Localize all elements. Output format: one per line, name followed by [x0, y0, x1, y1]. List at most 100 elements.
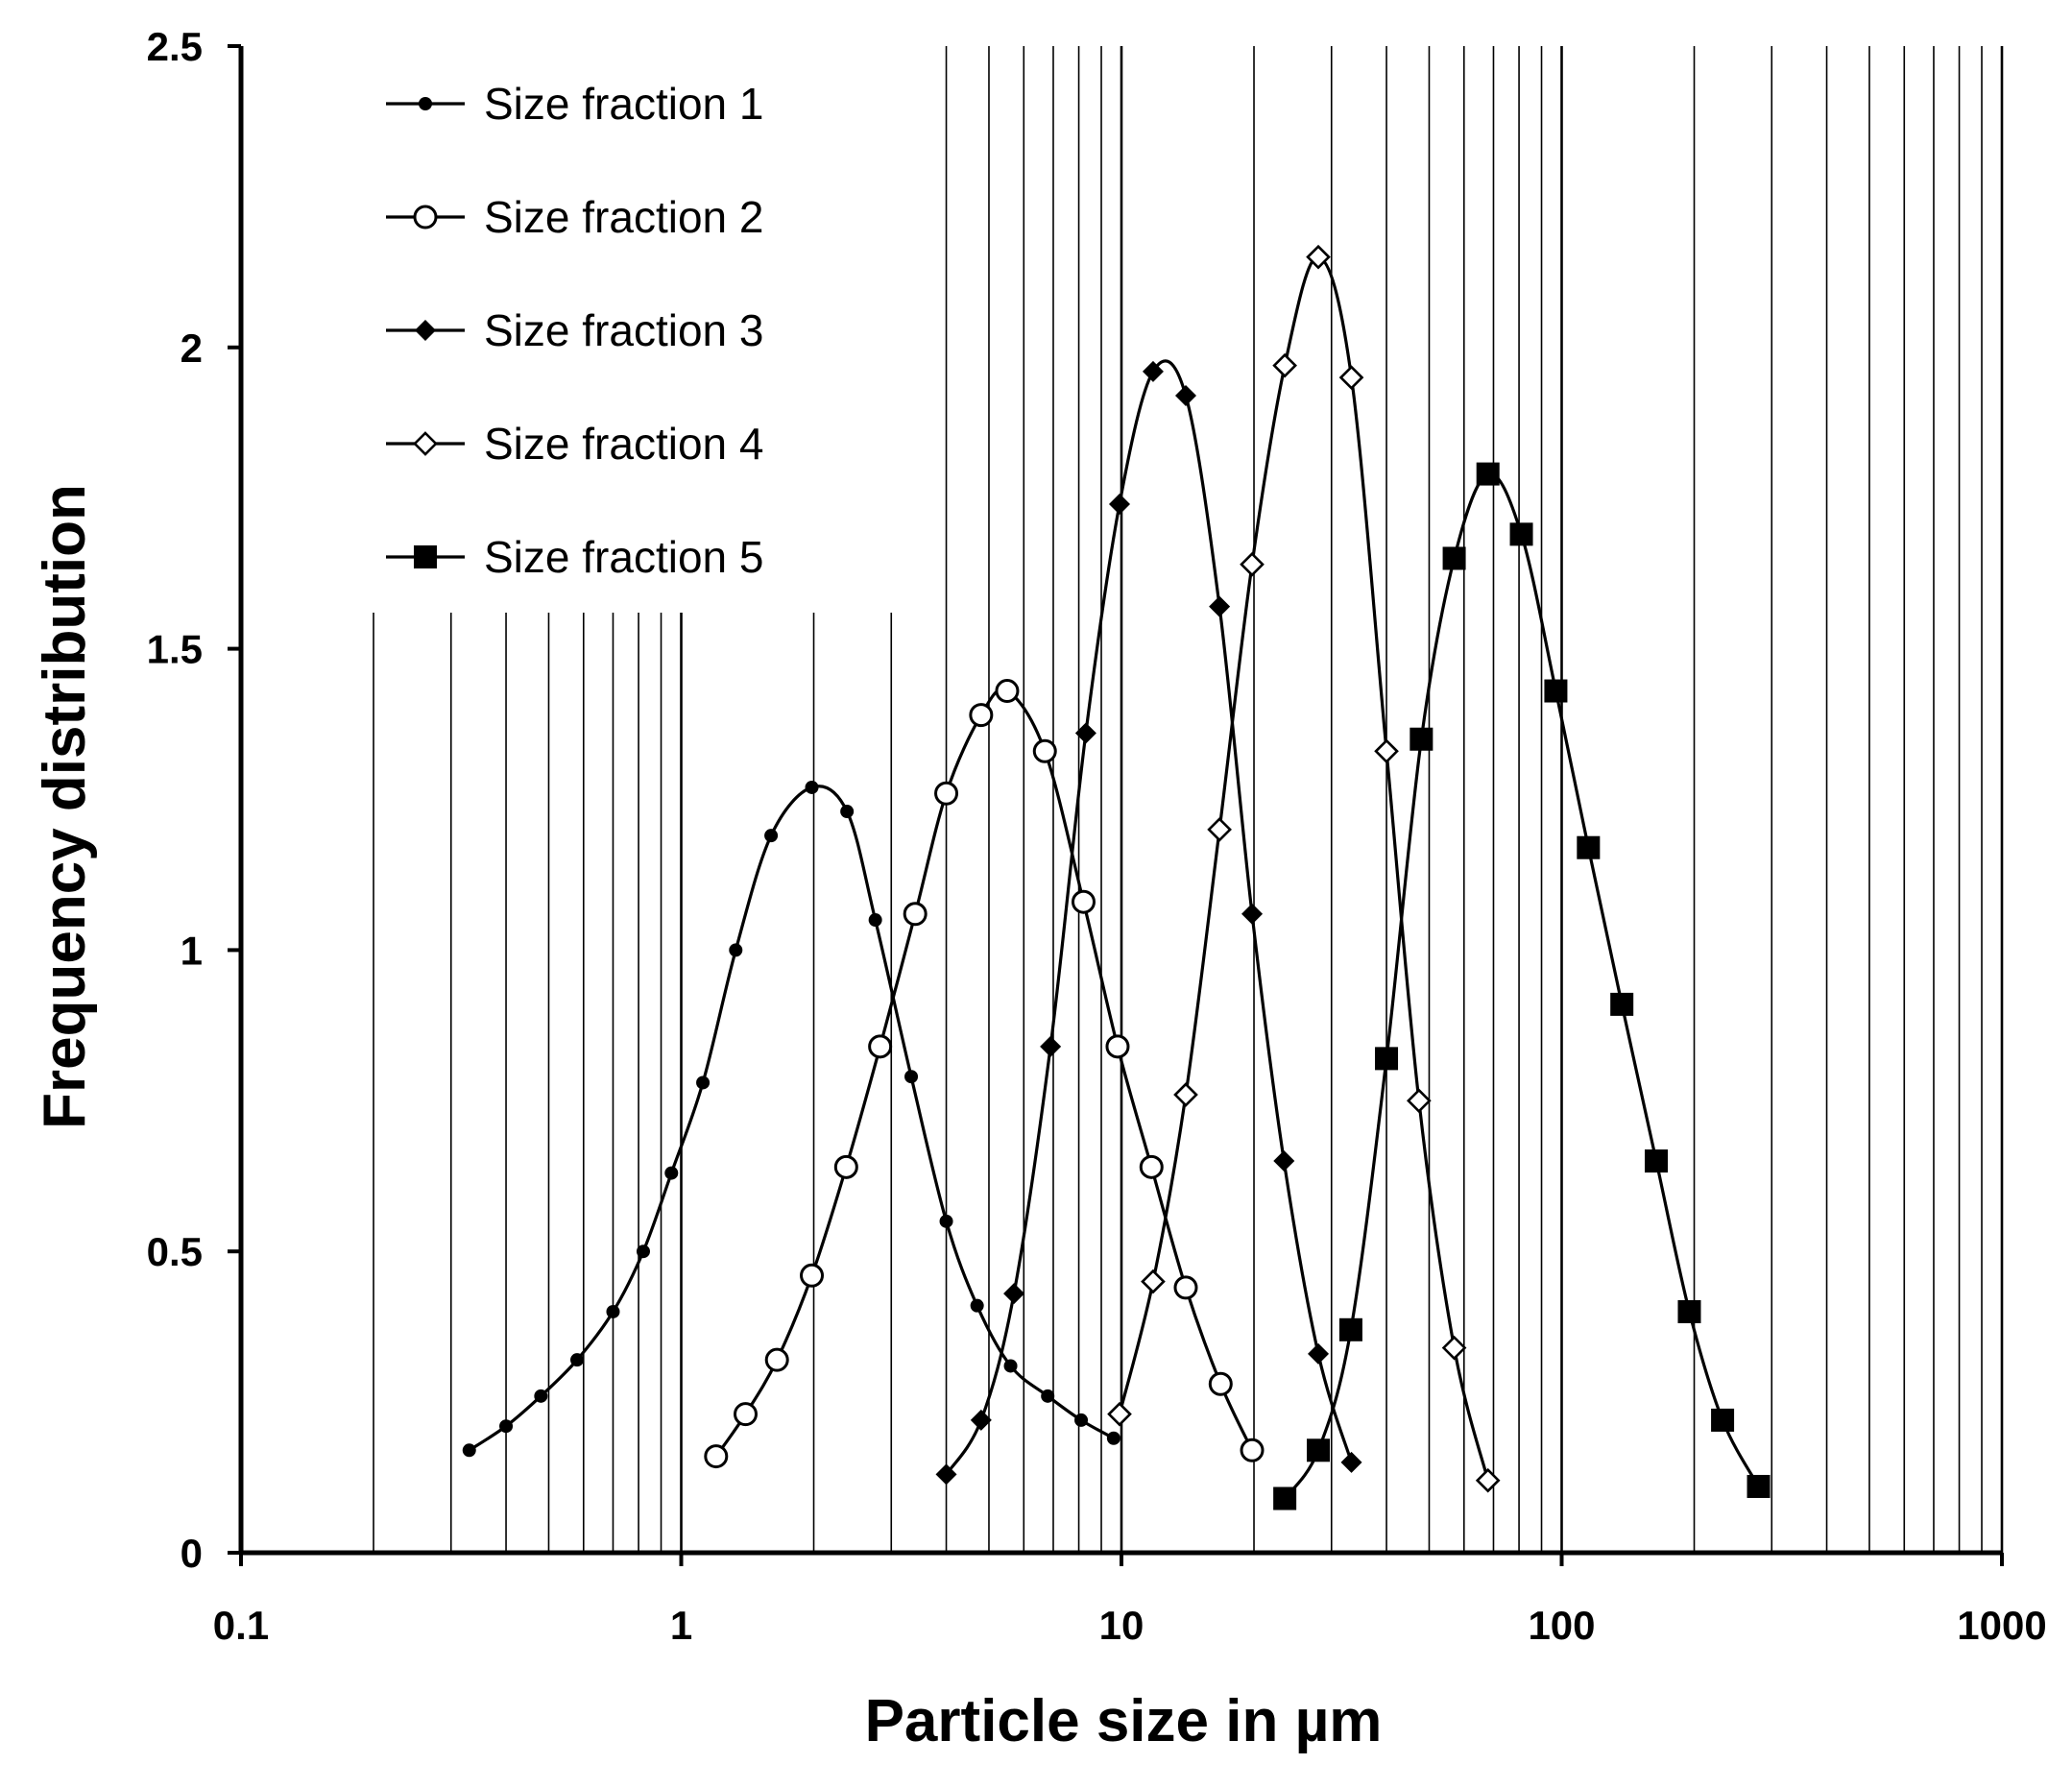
data-point-series-3 [1340, 1451, 1362, 1473]
legend-label-2: Size fraction 2 [484, 192, 763, 242]
data-point-series-5 [1577, 835, 1601, 859]
data-point-series-5 [1645, 1149, 1669, 1173]
axes: 0 0.5 1 1.5 2 2.5 0.1 1 10 100 1000 [147, 24, 2047, 1648]
y-tick-label: 0 [181, 1531, 203, 1576]
data-point-series-1 [1074, 1413, 1089, 1427]
legend-label-4: Size fraction 4 [484, 419, 763, 469]
x-tick-label: 10 [1099, 1603, 1144, 1648]
data-point-series-1 [764, 829, 779, 843]
data-point-series-4 [1141, 1269, 1166, 1294]
data-point-series-1 [1003, 1359, 1018, 1373]
data-point-series-4 [1207, 817, 1232, 842]
data-point-series-2 [1032, 738, 1057, 763]
data-point-series-5 [1476, 462, 1500, 486]
data-point-series-1 [664, 1166, 679, 1180]
x-tick-label: 1 [670, 1603, 692, 1648]
data-point-series-4 [1475, 1467, 1501, 1493]
y-tick-label: 1.5 [147, 627, 203, 672]
data-point-series-4 [1272, 352, 1297, 378]
data-point-series-1 [1106, 1431, 1120, 1445]
data-point-series-3 [1003, 1283, 1025, 1305]
y-axis-title: Frequency distribution [32, 484, 98, 1129]
series-line-2 [714, 688, 1254, 1458]
y-tick-label: 2 [181, 326, 203, 371]
data-point-series-5 [1409, 727, 1434, 751]
data-point-series-4 [1173, 1082, 1198, 1107]
data-point-series-2 [969, 703, 994, 728]
legend-label-3: Size fraction 3 [484, 305, 763, 355]
data-point-series-2 [800, 1263, 825, 1288]
data-point-series-1 [904, 1070, 919, 1084]
data-point-series-1 [970, 1298, 984, 1313]
x-tick-label: 0.1 [213, 1603, 269, 1648]
data-point-series-5 [1610, 992, 1634, 1016]
data-point-series-2 [764, 1347, 789, 1372]
data-point-series-4 [1338, 365, 1364, 391]
legend-marker-3 [415, 320, 436, 341]
data-point-series-4 [1407, 1088, 1432, 1114]
data-point-series-3 [1241, 903, 1264, 925]
data-point-series-4 [1240, 551, 1265, 577]
data-point-series-2 [995, 679, 1020, 704]
legend-label-1: Size fraction 1 [484, 79, 763, 129]
data-point-series-2 [1071, 889, 1096, 914]
data-point-series-5 [1747, 1474, 1771, 1498]
series-line-5 [1283, 471, 1760, 1500]
data-point-series-1 [570, 1353, 585, 1367]
legend-marker-2 [413, 205, 438, 230]
data-point-series-3 [935, 1463, 957, 1486]
data-point-series-2 [934, 781, 959, 806]
data-point-series-3 [1209, 595, 1231, 617]
data-point-series-3 [970, 1409, 992, 1431]
legend-marker-1 [419, 97, 432, 110]
data-point-series-1 [939, 1214, 953, 1228]
data-point-series-1 [805, 780, 819, 794]
data-point-series-3 [1040, 1035, 1062, 1057]
data-point-series-5 [1509, 522, 1533, 546]
data-point-series-4 [1374, 738, 1399, 764]
series-line-4 [1118, 255, 1490, 1482]
data-point-series-3 [1174, 385, 1196, 407]
data-point-series-2 [1240, 1438, 1265, 1462]
legend: Size fraction 1 Size fraction 2 Size fract… [386, 79, 763, 582]
data-point-series-5 [1273, 1486, 1297, 1510]
data-point-series-1 [636, 1244, 650, 1259]
data-point-series-1 [606, 1304, 620, 1318]
data-point-series-5 [1711, 1408, 1735, 1432]
legend-label-5: Size fraction 5 [484, 532, 763, 582]
data-point-series-1 [499, 1419, 514, 1434]
series-markers [462, 244, 1771, 1510]
data-point-series-2 [733, 1402, 758, 1427]
gridlines [373, 46, 2004, 1553]
data-point-series-5 [1307, 1438, 1331, 1462]
data-point-series-1 [534, 1389, 548, 1403]
data-point-series-5 [1544, 679, 1568, 703]
data-point-series-2 [903, 902, 928, 927]
data-point-series-4 [1107, 1401, 1132, 1427]
data-point-series-2 [868, 1034, 893, 1059]
data-point-series-2 [1173, 1275, 1198, 1300]
data-point-series-1 [840, 805, 855, 819]
data-point-series-5 [1677, 1299, 1701, 1323]
data-point-series-3 [1273, 1150, 1295, 1172]
data-point-series-2 [704, 1444, 729, 1469]
x-tick-label: 1000 [1957, 1603, 2046, 1648]
data-point-series-4 [1441, 1335, 1467, 1361]
data-point-series-2 [1208, 1371, 1233, 1396]
legend-marker-4 [413, 431, 438, 456]
data-point-series-4 [1306, 244, 1331, 270]
x-axis-title: Particle size in µm [865, 1688, 1383, 1754]
data-point-series-3 [1074, 722, 1096, 744]
legend-marker-5 [414, 545, 437, 568]
data-point-series-1 [462, 1443, 476, 1458]
data-point-series-1 [1041, 1389, 1055, 1403]
data-point-series-1 [868, 913, 882, 928]
data-point-series-5 [1375, 1047, 1399, 1071]
data-point-series-5 [1338, 1317, 1362, 1341]
series-line-1 [468, 785, 1115, 1452]
data-point-series-1 [729, 943, 743, 957]
data-point-series-3 [1308, 1342, 1330, 1365]
data-point-series-2 [1105, 1034, 1130, 1059]
